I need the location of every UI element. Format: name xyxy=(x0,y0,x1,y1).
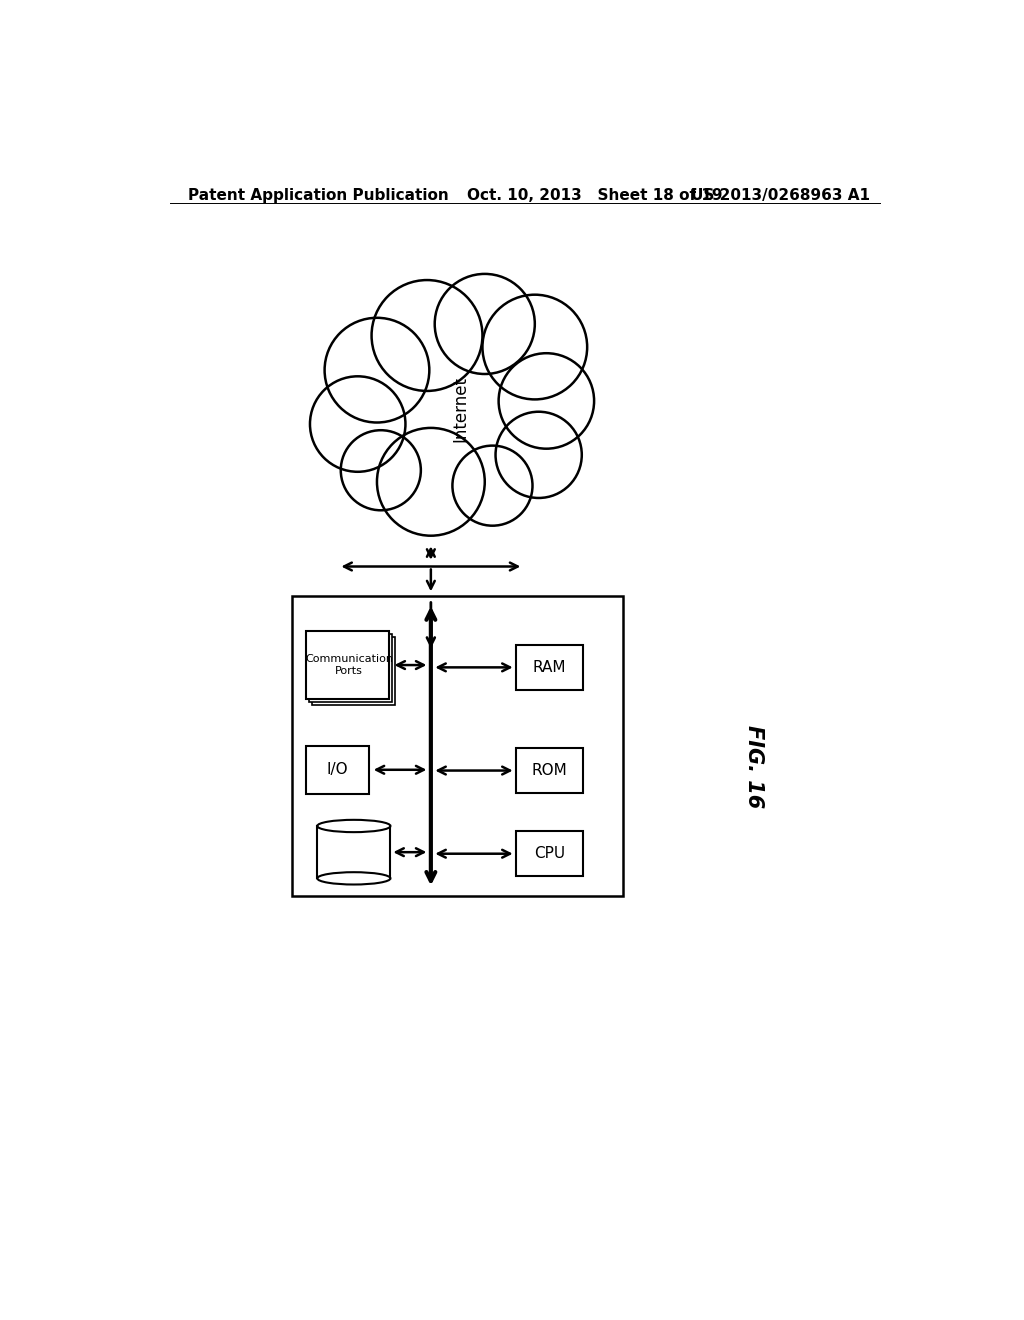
Text: Communication
Ports: Communication Ports xyxy=(305,655,393,676)
Text: Oct. 10, 2013   Sheet 18 of 19: Oct. 10, 2013 Sheet 18 of 19 xyxy=(467,187,723,203)
Bar xyxy=(317,826,390,878)
Text: Internet: Internet xyxy=(452,376,469,442)
Text: I/O: I/O xyxy=(327,762,348,777)
Bar xyxy=(515,832,584,876)
Bar xyxy=(292,595,624,896)
Text: Patent Application Publication: Patent Application Publication xyxy=(188,187,450,203)
Text: ROM: ROM xyxy=(531,763,567,777)
Bar xyxy=(309,635,392,702)
Text: RAM: RAM xyxy=(532,660,566,675)
Bar xyxy=(306,746,370,793)
Circle shape xyxy=(341,430,421,511)
Circle shape xyxy=(325,318,429,422)
Bar xyxy=(312,638,395,705)
Circle shape xyxy=(496,412,582,498)
Text: CPU: CPU xyxy=(534,846,565,861)
Text: US 2013/0268963 A1: US 2013/0268963 A1 xyxy=(691,187,869,203)
Ellipse shape xyxy=(317,873,390,884)
Bar xyxy=(515,645,584,689)
Circle shape xyxy=(310,376,406,471)
Ellipse shape xyxy=(317,820,390,832)
Circle shape xyxy=(372,280,482,391)
Circle shape xyxy=(435,275,535,374)
Bar xyxy=(515,748,584,793)
Circle shape xyxy=(377,428,484,536)
Circle shape xyxy=(453,446,532,525)
Circle shape xyxy=(499,354,594,449)
Text: FIG. 16: FIG. 16 xyxy=(744,725,764,808)
Circle shape xyxy=(482,294,587,400)
Bar xyxy=(306,631,389,700)
